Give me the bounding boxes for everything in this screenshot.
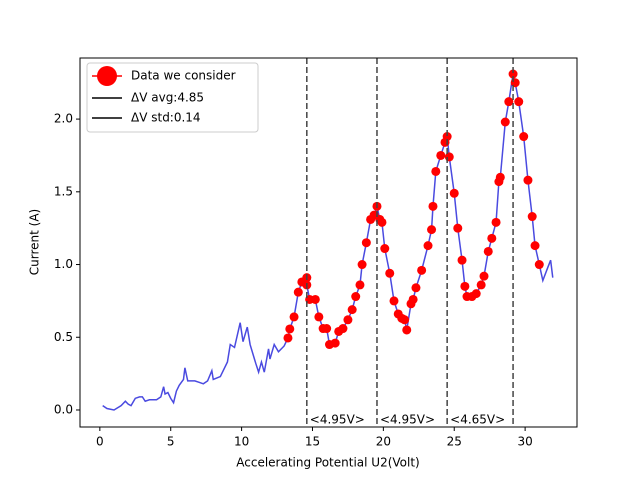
data-point <box>495 172 505 182</box>
data-point <box>483 246 493 256</box>
legend-label: ΔV avg:4.85 <box>131 91 204 105</box>
data-point <box>442 132 452 142</box>
data-point <box>417 265 427 275</box>
annotation: <4.65V> <box>450 413 505 427</box>
legend-label: ΔV std:0.14 <box>131 111 201 125</box>
data-point <box>322 324 332 334</box>
data-point <box>444 152 454 162</box>
data-point <box>510 78 520 88</box>
data-point <box>491 217 501 227</box>
data-point <box>285 324 295 334</box>
x-tick-label: 15 <box>305 435 320 449</box>
data-point <box>389 296 399 306</box>
data-point <box>289 312 299 322</box>
data-point <box>310 294 320 304</box>
data-point <box>508 69 518 79</box>
data-point <box>449 188 459 198</box>
data-point <box>479 271 489 281</box>
data-point <box>411 283 421 293</box>
data-point <box>523 175 533 185</box>
data-point <box>530 241 540 251</box>
data-point <box>460 281 470 291</box>
data-point <box>357 260 367 270</box>
y-tick-label: 2.0 <box>54 112 73 126</box>
data-point <box>514 97 524 107</box>
x-tick-label: 30 <box>517 435 532 449</box>
data-point <box>519 132 529 142</box>
data-point <box>377 217 387 227</box>
data-point <box>436 150 446 160</box>
data-point <box>314 312 324 322</box>
data-point <box>427 225 437 235</box>
data-point <box>504 97 514 107</box>
data-point <box>380 244 390 254</box>
data-point <box>338 324 348 334</box>
x-tick-label: 10 <box>234 435 249 449</box>
data-point <box>355 280 365 290</box>
data-point <box>431 166 441 176</box>
y-axis-label: Current (A) <box>28 209 42 275</box>
annotation: <4.95V> <box>310 413 365 427</box>
data-point <box>500 117 510 127</box>
data-point <box>428 201 438 211</box>
x-tick-label: 20 <box>376 435 391 449</box>
x-tick-label: 5 <box>167 435 175 449</box>
data-point <box>283 333 293 343</box>
data-point <box>351 292 361 302</box>
plot-frame <box>79 57 578 428</box>
data-point <box>408 294 418 304</box>
data-point <box>453 223 463 233</box>
y-tick-label: 0.0 <box>54 402 73 416</box>
data-point <box>457 255 467 265</box>
data-point <box>343 315 353 325</box>
data-point <box>361 238 371 248</box>
x-tick-label: 25 <box>447 435 462 449</box>
annotation: <4.95V> <box>380 413 435 427</box>
data-point <box>534 260 544 270</box>
y-tick-label: 0.5 <box>54 330 73 344</box>
data-point <box>476 280 486 290</box>
data-point <box>347 305 357 315</box>
x-axis-label: Accelerating Potential U2(Volt) <box>236 456 419 470</box>
legend-label: Data we consider <box>131 69 236 83</box>
data-point <box>402 325 412 335</box>
data-point <box>423 241 433 251</box>
y-tick-label: 1.5 <box>54 184 73 198</box>
data-point <box>471 289 481 299</box>
data-point <box>385 268 395 278</box>
legend-box <box>86 62 259 133</box>
data-point <box>330 338 340 348</box>
data-point <box>293 287 303 297</box>
data-point <box>527 212 537 222</box>
y-tick-label: 1.0 <box>54 257 73 271</box>
x-tick-label: 0 <box>96 435 104 449</box>
legend-marker <box>97 66 117 86</box>
data-point <box>487 233 497 243</box>
data-point <box>400 315 410 325</box>
